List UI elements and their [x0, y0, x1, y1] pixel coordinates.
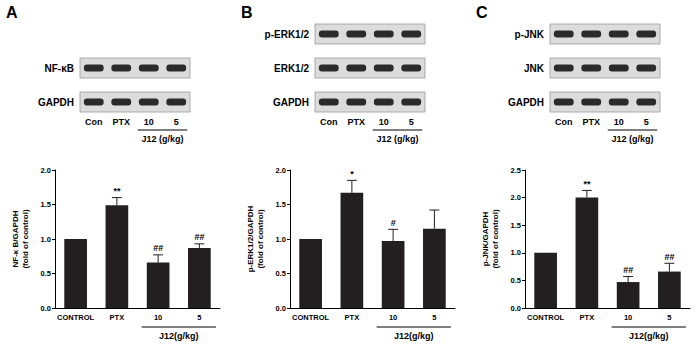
svg-text:CONTROL: CONTROL [527, 313, 564, 322]
svg-text:1.5: 1.5 [276, 200, 286, 209]
svg-text:B: B [241, 4, 253, 21]
svg-text:2.0: 2.0 [41, 166, 51, 175]
svg-text:5: 5 [197, 313, 201, 322]
svg-text:PTX: PTX [345, 313, 360, 322]
svg-text:0.5: 0.5 [511, 276, 521, 285]
svg-text:10: 10 [144, 117, 154, 127]
svg-text:5: 5 [644, 117, 649, 127]
svg-text:#: # [391, 218, 396, 228]
svg-text:PTX: PTX [112, 117, 130, 127]
svg-text:10: 10 [624, 313, 632, 322]
svg-text:PTX: PTX [582, 117, 600, 127]
svg-text:J12(g/kg): J12(g/kg) [629, 331, 669, 341]
svg-text:1.0: 1.0 [276, 235, 286, 244]
svg-text:5: 5 [667, 313, 671, 322]
svg-text:C: C [476, 4, 488, 21]
svg-text:10: 10 [379, 117, 389, 127]
svg-text:JNK: JNK [524, 63, 545, 74]
svg-text:0.5: 0.5 [41, 269, 51, 278]
svg-text:GAPDH: GAPDH [38, 97, 74, 108]
svg-text:5: 5 [432, 313, 436, 322]
svg-text:Con: Con [320, 117, 338, 127]
svg-text:Con: Con [85, 117, 103, 127]
svg-text:10: 10 [389, 313, 397, 322]
svg-text:CONTROL: CONTROL [57, 313, 94, 322]
svg-text:**: ** [113, 186, 121, 196]
svg-text:J12(g/kg): J12(g/kg) [159, 331, 199, 341]
svg-text:NF-κB: NF-κB [45, 63, 74, 74]
svg-text:10: 10 [154, 313, 162, 322]
svg-text:1.0: 1.0 [511, 248, 521, 257]
svg-text:(fold of control): (fold of control) [491, 209, 500, 268]
svg-text:2.0: 2.0 [276, 166, 286, 175]
svg-text:1.5: 1.5 [511, 221, 521, 230]
svg-text:1.5: 1.5 [41, 200, 51, 209]
svg-text:J12(g/kg): J12(g/kg) [394, 331, 434, 341]
svg-text:Con: Con [555, 117, 573, 127]
svg-text:p-ERK1/2: p-ERK1/2 [265, 29, 310, 40]
svg-text:J12 (g/kg): J12 (g/kg) [611, 134, 653, 144]
svg-text:PTX: PTX [347, 117, 365, 127]
svg-text:*: * [350, 169, 354, 179]
svg-text:##: ## [153, 243, 163, 253]
svg-text:0.0: 0.0 [511, 304, 521, 313]
svg-text:p-JNK: p-JNK [515, 29, 545, 40]
svg-text:p-ERK1/2/GAPDH: p-ERK1/2/GAPDH [246, 205, 255, 272]
svg-text:##: ## [664, 252, 674, 262]
svg-text:J12 (g/kg): J12 (g/kg) [141, 134, 183, 144]
svg-text:2.0: 2.0 [511, 193, 521, 202]
svg-text:A: A [6, 4, 18, 21]
svg-text:NF-κ B/GAPDH: NF-κ B/GAPDH [11, 210, 20, 267]
svg-text:GAPDH: GAPDH [508, 97, 544, 108]
svg-text:GAPDH: GAPDH [273, 97, 309, 108]
svg-text:5: 5 [174, 117, 179, 127]
svg-text:##: ## [623, 265, 633, 275]
svg-text:(fold of control): (fold of control) [21, 209, 30, 268]
svg-text:10: 10 [614, 117, 624, 127]
svg-text:0.5: 0.5 [276, 269, 286, 278]
svg-text:CONTROL: CONTROL [292, 313, 329, 322]
svg-text:J12 (g/kg): J12 (g/kg) [376, 134, 418, 144]
svg-text:5: 5 [409, 117, 414, 127]
svg-text:PTX: PTX [580, 313, 595, 322]
svg-text:**: ** [583, 179, 591, 189]
svg-text:PTX: PTX [110, 313, 125, 322]
svg-text:##: ## [194, 232, 204, 242]
svg-text:0.0: 0.0 [276, 304, 286, 313]
svg-text:0.0: 0.0 [41, 304, 51, 313]
svg-text:2.5: 2.5 [511, 166, 521, 175]
svg-text:(fold of control): (fold of control) [256, 209, 265, 268]
svg-text:p-JNK/GAPDH: p-JNK/GAPDH [481, 211, 490, 266]
svg-text:1.0: 1.0 [41, 235, 51, 244]
svg-text:ERK1/2: ERK1/2 [274, 63, 309, 74]
